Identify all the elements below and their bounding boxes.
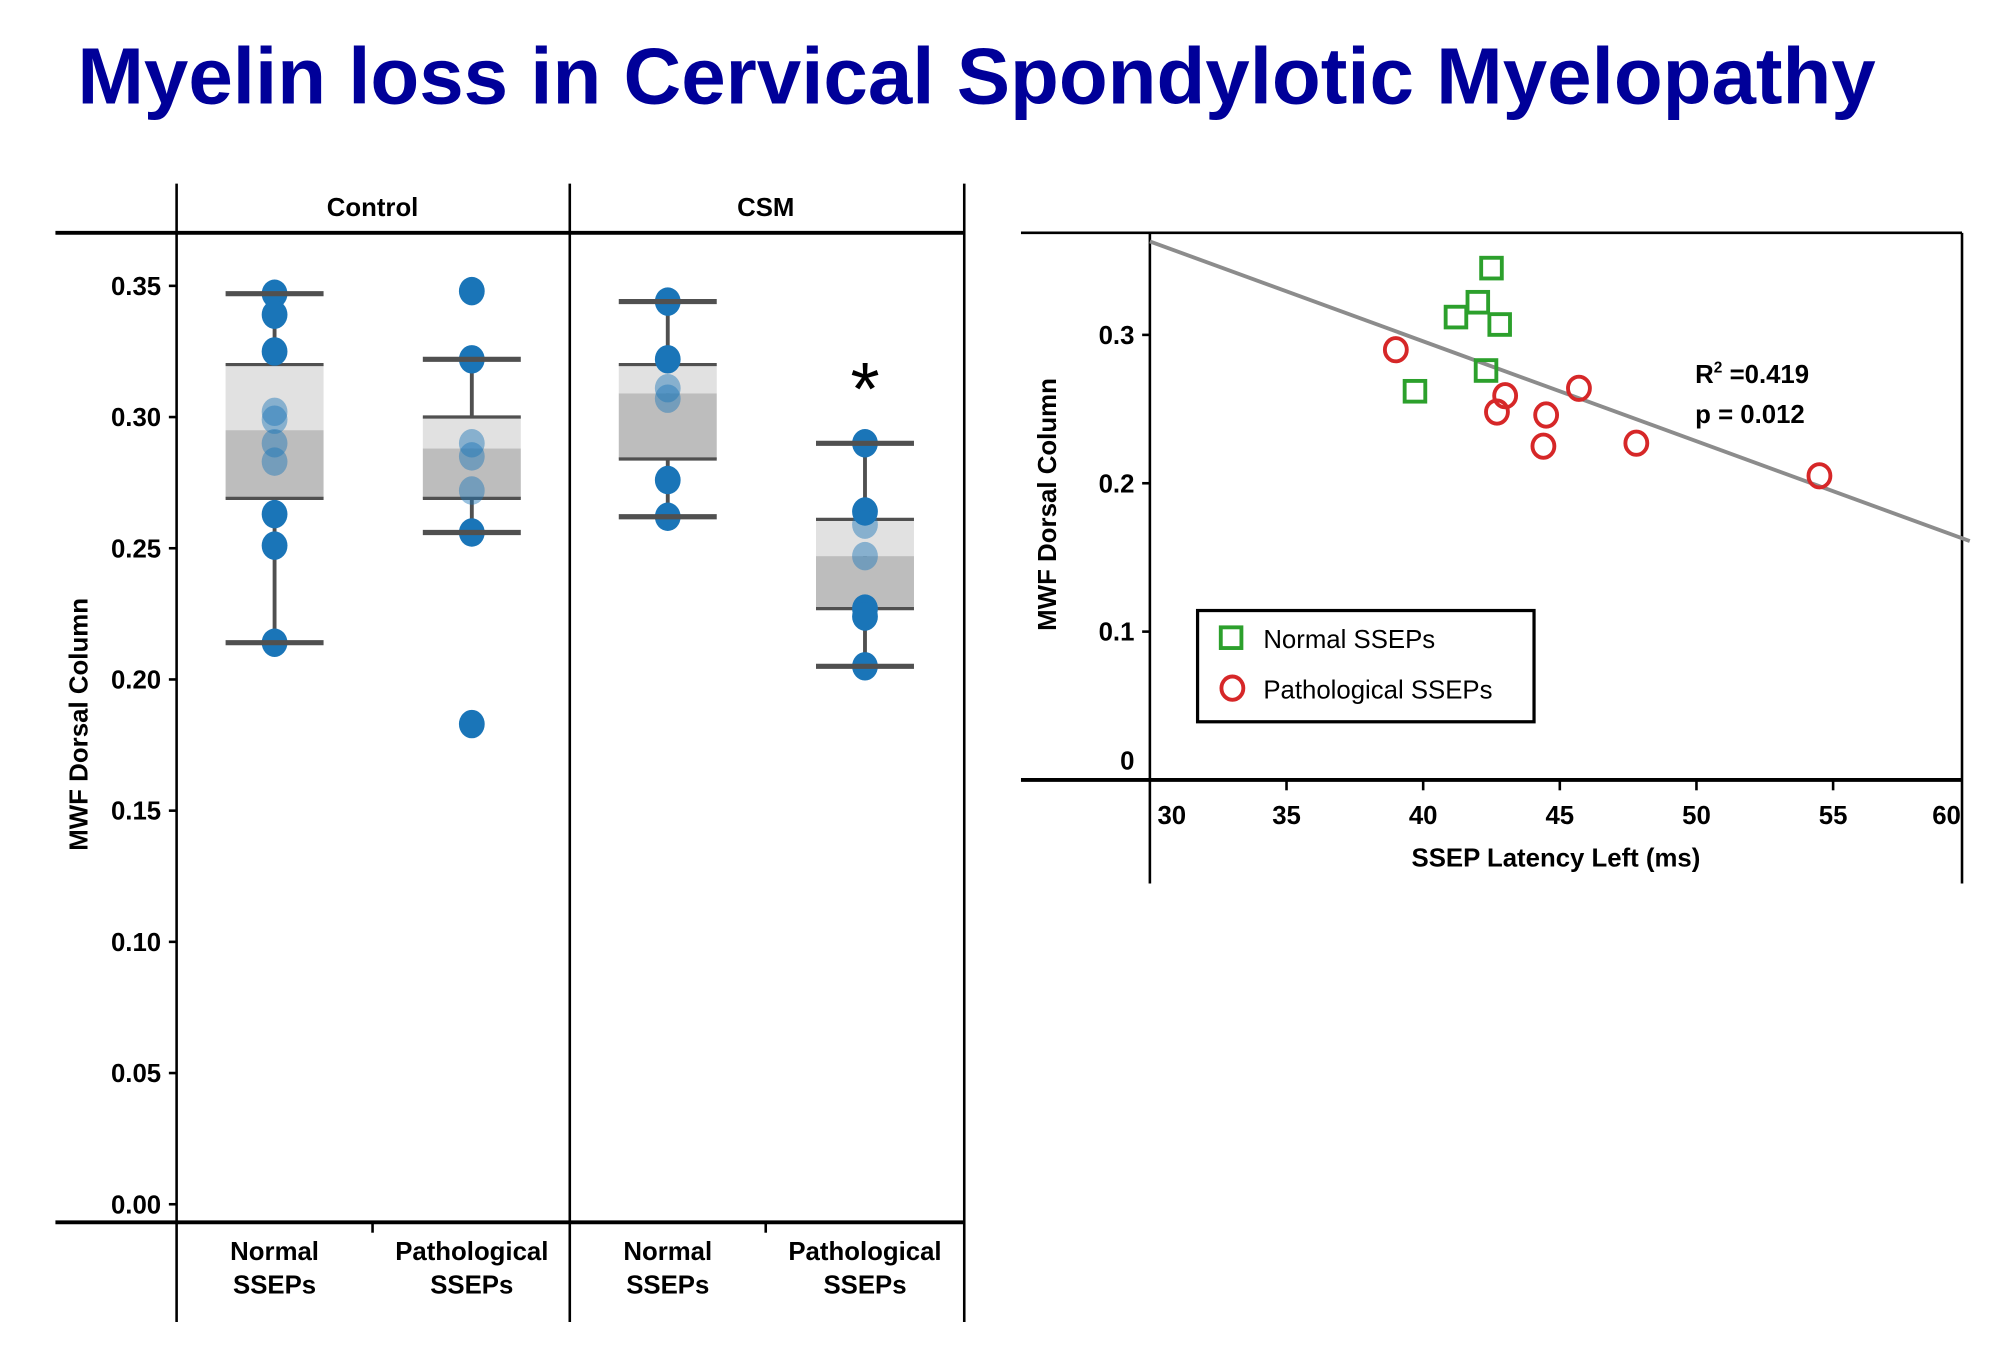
data-point	[458, 442, 485, 471]
y-tick-label: 0.20	[111, 666, 161, 694]
y-tick-label: 0.2	[1099, 470, 1135, 498]
box-lower	[618, 393, 717, 460]
data-point	[654, 373, 681, 403]
data-point	[261, 531, 288, 560]
p-value-label: p = 0.012	[1695, 401, 1805, 429]
data-point-square	[1465, 289, 1491, 315]
data-point	[261, 499, 288, 529]
data-point	[852, 541, 878, 571]
page-title: Myelin loss in Cervical Spondylotic Myel…	[77, 31, 1876, 120]
data-point-square	[1487, 312, 1512, 337]
x-tick-label: 40	[1409, 802, 1438, 830]
data-point	[852, 510, 878, 539]
box-lower	[225, 430, 324, 499]
r-squared-sup: 2	[1714, 360, 1723, 377]
y-tick-label: 0.00	[111, 1191, 161, 1219]
data-point	[458, 709, 485, 739]
y-tick-label: 0.30	[111, 404, 161, 432]
data-point-circle	[1382, 336, 1409, 364]
x-axis-label: SSEP Latency Left (ms)	[1412, 845, 1701, 873]
y-tick-label: 0.25	[111, 535, 161, 563]
y-tick-label: 0.05	[111, 1060, 161, 1088]
data-point	[458, 429, 485, 458]
y-tick-label: 0.35	[111, 273, 161, 301]
x-tick-label: Pathological	[395, 1238, 548, 1266]
data-point-circle	[1533, 401, 1560, 429]
x-tick-label: SSEPs	[626, 1271, 709, 1299]
data-point-square	[1443, 304, 1469, 330]
legend-square-icon	[1218, 625, 1244, 650]
data-point	[261, 447, 288, 476]
data-point	[852, 497, 878, 526]
legend-label: Pathological SSEPs	[1263, 676, 1492, 704]
data-point	[654, 384, 681, 413]
data-point	[458, 276, 485, 306]
x-tick-label: SSEPs	[430, 1271, 513, 1299]
x-tick-label: Pathological	[788, 1238, 941, 1266]
data-point-circle	[1530, 432, 1557, 460]
x-tick-label: 50	[1682, 802, 1711, 830]
box-lower	[422, 448, 521, 499]
legend-box	[1195, 608, 1536, 724]
regression-line	[1149, 239, 1971, 543]
data-point-square	[1473, 358, 1499, 383]
data-point-circle	[1806, 462, 1833, 490]
data-point	[261, 337, 288, 366]
legend-label: Normal SSEPs	[1263, 626, 1435, 654]
x-tick-label: SSEPs	[823, 1271, 906, 1299]
x-tick-label: 45	[1545, 802, 1574, 830]
data-point	[261, 300, 288, 329]
y-tick-label: 0.15	[111, 798, 161, 826]
y-tick-label: 0.3	[1099, 322, 1135, 350]
data-point-square	[1402, 378, 1428, 404]
data-point	[654, 345, 681, 374]
box-plot: Control CSM 0.00 0.05 0.10 0.15 0.20 0.25 0.30 0.…	[55, 183, 966, 1322]
data-point	[852, 602, 878, 631]
panel-label: CSM	[737, 194, 794, 222]
x-tick-label: 60	[1932, 802, 1961, 830]
data-point	[458, 476, 485, 505]
data-point-circle	[1484, 398, 1510, 426]
data-point	[261, 405, 288, 434]
significance-star: *	[850, 347, 879, 431]
data-point	[261, 429, 288, 458]
x-tick-label: SSEPs	[233, 1271, 316, 1299]
x-tick-label: 30	[1157, 802, 1186, 830]
data-point	[654, 465, 681, 495]
legend-circle-icon	[1219, 674, 1246, 702]
x-tick-label: Normal	[623, 1238, 712, 1266]
r-squared-r: R	[1695, 361, 1714, 389]
box-upper	[225, 364, 324, 431]
y-axis-label: MWF Dorsal Column	[1034, 378, 1062, 631]
x-tick-label: 35	[1272, 802, 1301, 830]
scatter-plot: 0 0.1 0.2 0.3 30 35 40 45 50 55 60 SSEP Latency Lef…	[1020, 231, 1971, 884]
y-axis-label: MWF Dorsal Column	[66, 598, 94, 851]
y-tick-label: 0	[1120, 748, 1134, 776]
x-tick-label: 55	[1819, 802, 1848, 830]
data-point-circle	[1566, 374, 1592, 402]
data-point	[261, 397, 288, 427]
x-tick-label: Normal	[230, 1238, 319, 1266]
panel-label: Control	[327, 194, 419, 222]
y-tick-label: 0.1	[1099, 619, 1135, 647]
r-squared-value: =0.419	[1722, 361, 1809, 389]
data-point-circle	[1623, 429, 1650, 457]
box-upper	[422, 417, 521, 449]
r-squared-label: R2 =0.419	[1695, 360, 1809, 389]
y-tick-label: 0.10	[111, 929, 161, 957]
data-point-square	[1479, 255, 1504, 281]
